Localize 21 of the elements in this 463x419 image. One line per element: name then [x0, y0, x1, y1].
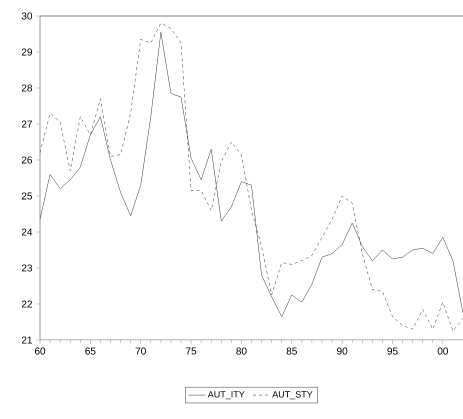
- x-tick-label: 65: [85, 348, 96, 355]
- x-tick-label: 60: [34, 348, 46, 355]
- y-tick-label: 23: [22, 264, 32, 272]
- x-tick-label: 70: [136, 348, 146, 355]
- y-tick-label: 24: [22, 228, 32, 236]
- y-tick-label: 21: [22, 336, 32, 344]
- y-tick-label: 30: [22, 12, 32, 20]
- x-tick-label: 95: [387, 348, 398, 355]
- legend-label: AUT_STY: [272, 391, 313, 400]
- x-tick-label: 90: [337, 348, 348, 355]
- y-tick-label: 29: [22, 48, 32, 56]
- x-tick-label: 75: [186, 348, 196, 354]
- y-tick-label: 22: [22, 300, 32, 308]
- x-tick-label: 85: [286, 348, 297, 355]
- y-tick-label: 26: [22, 156, 32, 164]
- legend-label: AUT_ITY: [208, 391, 245, 400]
- x-tick-label: 80: [236, 348, 247, 355]
- x-tick-label: 00: [438, 348, 448, 355]
- y-tick-label: 27: [22, 120, 32, 128]
- y-tick-label: 25: [22, 192, 32, 200]
- y-tick-label: 28: [22, 84, 32, 92]
